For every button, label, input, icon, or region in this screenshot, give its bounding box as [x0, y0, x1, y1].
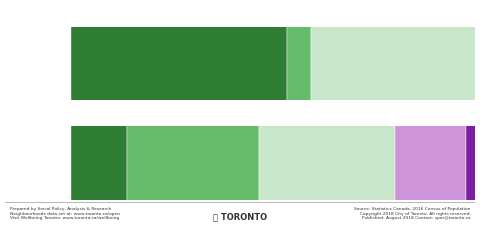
Text: Prepared by Social Policy, Analysis & Research
Neighbourhoods data set at: www.t: Prepared by Social Policy, Analysis & Re… — [10, 206, 120, 219]
FancyBboxPatch shape — [71, 0, 127, 231]
FancyBboxPatch shape — [466, 0, 480, 231]
FancyBboxPatch shape — [311, 0, 480, 231]
Text: Main mode of commuting to work: Main mode of commuting to work — [10, 10, 174, 20]
Text: Commute time: Commute time — [10, 109, 83, 119]
FancyBboxPatch shape — [127, 0, 259, 231]
FancyBboxPatch shape — [71, 0, 287, 231]
FancyBboxPatch shape — [395, 0, 466, 231]
Text: Source: Statistics Canada, 2016 Census of Population
Copyright 2018 City of Toro: Source: Statistics Canada, 2016 Census o… — [354, 206, 470, 219]
FancyBboxPatch shape — [259, 0, 395, 231]
Text: 🏙 TORONTO: 🏙 TORONTO — [213, 211, 267, 220]
FancyBboxPatch shape — [287, 0, 311, 231]
